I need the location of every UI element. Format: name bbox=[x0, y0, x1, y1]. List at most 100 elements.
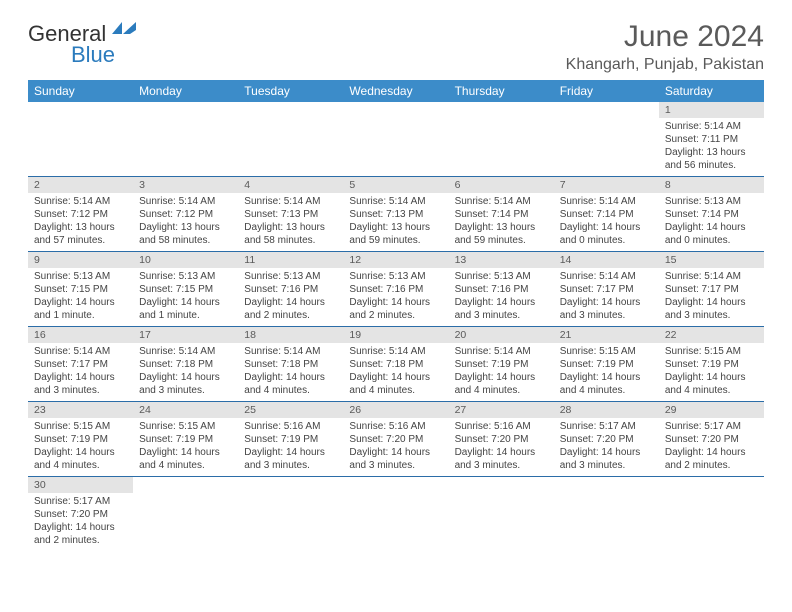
day-number: 29 bbox=[659, 402, 764, 418]
day-details: Sunrise: 5:13 AMSunset: 7:15 PMDaylight:… bbox=[28, 268, 133, 326]
location: Khangarh, Punjab, Pakistan bbox=[566, 56, 764, 74]
day-number: 23 bbox=[28, 402, 133, 418]
day-number: 26 bbox=[343, 402, 448, 418]
calendar-cell: 26Sunrise: 5:16 AMSunset: 7:20 PMDayligh… bbox=[343, 402, 448, 477]
calendar-cell: 11Sunrise: 5:13 AMSunset: 7:16 PMDayligh… bbox=[238, 252, 343, 327]
calendar-cell: 12Sunrise: 5:13 AMSunset: 7:16 PMDayligh… bbox=[343, 252, 448, 327]
day-details: Sunrise: 5:13 AMSunset: 7:16 PMDaylight:… bbox=[449, 268, 554, 326]
calendar-cell: 6Sunrise: 5:14 AMSunset: 7:14 PMDaylight… bbox=[449, 177, 554, 252]
calendar-cell: 9Sunrise: 5:13 AMSunset: 7:15 PMDaylight… bbox=[28, 252, 133, 327]
header: General Blue June 2024 Khangarh, Punjab,… bbox=[28, 20, 764, 74]
calendar-cell: 30Sunrise: 5:17 AMSunset: 7:20 PMDayligh… bbox=[28, 477, 133, 552]
calendar-week: 2Sunrise: 5:14 AMSunset: 7:12 PMDaylight… bbox=[28, 177, 764, 252]
calendar-cell bbox=[343, 477, 448, 552]
day-details: Sunrise: 5:13 AMSunset: 7:15 PMDaylight:… bbox=[133, 268, 238, 326]
calendar-cell bbox=[28, 102, 133, 177]
day-number: 2 bbox=[28, 177, 133, 193]
day-details: Sunrise: 5:16 AMSunset: 7:19 PMDaylight:… bbox=[238, 418, 343, 476]
calendar-cell: 21Sunrise: 5:15 AMSunset: 7:19 PMDayligh… bbox=[554, 327, 659, 402]
day-details: Sunrise: 5:13 AMSunset: 7:16 PMDaylight:… bbox=[343, 268, 448, 326]
calendar-week: 30Sunrise: 5:17 AMSunset: 7:20 PMDayligh… bbox=[28, 477, 764, 552]
calendar-cell: 7Sunrise: 5:14 AMSunset: 7:14 PMDaylight… bbox=[554, 177, 659, 252]
calendar-cell bbox=[449, 477, 554, 552]
day-number: 20 bbox=[449, 327, 554, 343]
day-details: Sunrise: 5:14 AMSunset: 7:14 PMDaylight:… bbox=[449, 193, 554, 251]
calendar-cell: 10Sunrise: 5:13 AMSunset: 7:15 PMDayligh… bbox=[133, 252, 238, 327]
day-number: 4 bbox=[238, 177, 343, 193]
calendar-cell: 27Sunrise: 5:16 AMSunset: 7:20 PMDayligh… bbox=[449, 402, 554, 477]
day-number: 16 bbox=[28, 327, 133, 343]
day-details: Sunrise: 5:13 AMSunset: 7:14 PMDaylight:… bbox=[659, 193, 764, 251]
calendar-cell bbox=[659, 477, 764, 552]
day-number: 15 bbox=[659, 252, 764, 268]
calendar-cell: 8Sunrise: 5:13 AMSunset: 7:14 PMDaylight… bbox=[659, 177, 764, 252]
day-details: Sunrise: 5:17 AMSunset: 7:20 PMDaylight:… bbox=[28, 493, 133, 551]
day-details: Sunrise: 5:14 AMSunset: 7:19 PMDaylight:… bbox=[449, 343, 554, 401]
day-number: 28 bbox=[554, 402, 659, 418]
calendar-cell: 18Sunrise: 5:14 AMSunset: 7:18 PMDayligh… bbox=[238, 327, 343, 402]
day-details: Sunrise: 5:14 AMSunset: 7:18 PMDaylight:… bbox=[238, 343, 343, 401]
day-details: Sunrise: 5:17 AMSunset: 7:20 PMDaylight:… bbox=[554, 418, 659, 476]
calendar-cell: 28Sunrise: 5:17 AMSunset: 7:20 PMDayligh… bbox=[554, 402, 659, 477]
day-details: Sunrise: 5:15 AMSunset: 7:19 PMDaylight:… bbox=[133, 418, 238, 476]
day-details: Sunrise: 5:14 AMSunset: 7:17 PMDaylight:… bbox=[659, 268, 764, 326]
title-block: June 2024 Khangarh, Punjab, Pakistan bbox=[566, 20, 764, 74]
calendar-table: SundayMondayTuesdayWednesdayThursdayFrid… bbox=[28, 80, 764, 551]
calendar-cell: 5Sunrise: 5:14 AMSunset: 7:13 PMDaylight… bbox=[343, 177, 448, 252]
day-number: 12 bbox=[343, 252, 448, 268]
calendar-cell: 16Sunrise: 5:14 AMSunset: 7:17 PMDayligh… bbox=[28, 327, 133, 402]
calendar-cell: 2Sunrise: 5:14 AMSunset: 7:12 PMDaylight… bbox=[28, 177, 133, 252]
day-details: Sunrise: 5:14 AMSunset: 7:18 PMDaylight:… bbox=[343, 343, 448, 401]
calendar-cell: 13Sunrise: 5:13 AMSunset: 7:16 PMDayligh… bbox=[449, 252, 554, 327]
day-number: 5 bbox=[343, 177, 448, 193]
calendar-body: 1Sunrise: 5:14 AMSunset: 7:11 PMDaylight… bbox=[28, 102, 764, 551]
day-details: Sunrise: 5:16 AMSunset: 7:20 PMDaylight:… bbox=[449, 418, 554, 476]
day-number: 18 bbox=[238, 327, 343, 343]
calendar-cell: 15Sunrise: 5:14 AMSunset: 7:17 PMDayligh… bbox=[659, 252, 764, 327]
day-details: Sunrise: 5:14 AMSunset: 7:12 PMDaylight:… bbox=[133, 193, 238, 251]
day-number: 22 bbox=[659, 327, 764, 343]
day-number: 24 bbox=[133, 402, 238, 418]
calendar-week: 16Sunrise: 5:14 AMSunset: 7:17 PMDayligh… bbox=[28, 327, 764, 402]
calendar-cell: 23Sunrise: 5:15 AMSunset: 7:19 PMDayligh… bbox=[28, 402, 133, 477]
day-details: Sunrise: 5:16 AMSunset: 7:20 PMDaylight:… bbox=[343, 418, 448, 476]
day-details: Sunrise: 5:13 AMSunset: 7:16 PMDaylight:… bbox=[238, 268, 343, 326]
calendar-week: 9Sunrise: 5:13 AMSunset: 7:15 PMDaylight… bbox=[28, 252, 764, 327]
weekday-header: Thursday bbox=[449, 80, 554, 102]
calendar-cell: 14Sunrise: 5:14 AMSunset: 7:17 PMDayligh… bbox=[554, 252, 659, 327]
day-details: Sunrise: 5:14 AMSunset: 7:17 PMDaylight:… bbox=[554, 268, 659, 326]
calendar-cell bbox=[343, 102, 448, 177]
calendar-cell: 17Sunrise: 5:14 AMSunset: 7:18 PMDayligh… bbox=[133, 327, 238, 402]
day-number: 10 bbox=[133, 252, 238, 268]
weekday-header: Saturday bbox=[659, 80, 764, 102]
brand-logo: General Blue bbox=[28, 20, 138, 48]
calendar-week: 1Sunrise: 5:14 AMSunset: 7:11 PMDaylight… bbox=[28, 102, 764, 177]
day-number: 11 bbox=[238, 252, 343, 268]
calendar-week: 23Sunrise: 5:15 AMSunset: 7:19 PMDayligh… bbox=[28, 402, 764, 477]
calendar-cell bbox=[238, 477, 343, 552]
weekday-header: Tuesday bbox=[238, 80, 343, 102]
weekday-header: Wednesday bbox=[343, 80, 448, 102]
day-details: Sunrise: 5:14 AMSunset: 7:17 PMDaylight:… bbox=[28, 343, 133, 401]
day-number: 3 bbox=[133, 177, 238, 193]
calendar-cell bbox=[133, 102, 238, 177]
calendar-cell bbox=[133, 477, 238, 552]
day-details: Sunrise: 5:15 AMSunset: 7:19 PMDaylight:… bbox=[28, 418, 133, 476]
day-number: 21 bbox=[554, 327, 659, 343]
day-details: Sunrise: 5:14 AMSunset: 7:18 PMDaylight:… bbox=[133, 343, 238, 401]
weekday-header: Sunday bbox=[28, 80, 133, 102]
day-number: 25 bbox=[238, 402, 343, 418]
calendar-cell: 4Sunrise: 5:14 AMSunset: 7:13 PMDaylight… bbox=[238, 177, 343, 252]
weekday-header: Monday bbox=[133, 80, 238, 102]
day-number: 8 bbox=[659, 177, 764, 193]
day-details: Sunrise: 5:17 AMSunset: 7:20 PMDaylight:… bbox=[659, 418, 764, 476]
day-details: Sunrise: 5:14 AMSunset: 7:13 PMDaylight:… bbox=[343, 193, 448, 251]
calendar-cell: 24Sunrise: 5:15 AMSunset: 7:19 PMDayligh… bbox=[133, 402, 238, 477]
calendar-cell bbox=[449, 102, 554, 177]
calendar-cell bbox=[554, 102, 659, 177]
day-number: 6 bbox=[449, 177, 554, 193]
month-title: June 2024 bbox=[566, 20, 764, 54]
day-details: Sunrise: 5:14 AMSunset: 7:14 PMDaylight:… bbox=[554, 193, 659, 251]
calendar-cell: 19Sunrise: 5:14 AMSunset: 7:18 PMDayligh… bbox=[343, 327, 448, 402]
calendar-cell: 20Sunrise: 5:14 AMSunset: 7:19 PMDayligh… bbox=[449, 327, 554, 402]
